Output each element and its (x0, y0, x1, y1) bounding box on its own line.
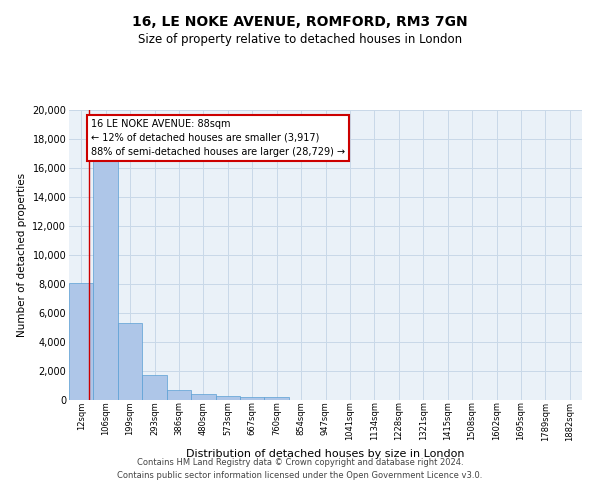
Bar (142, 374, 167, 400)
Text: Contains HM Land Registry data © Crown copyright and database right 2024.: Contains HM Land Registry data © Crown c… (137, 458, 463, 467)
Bar (94, 161, 118, 400)
Bar (69, 282, 94, 400)
Bar (191, 394, 215, 400)
Bar (215, 396, 240, 400)
Text: 16 LE NOKE AVENUE: 88sqm
← 12% of detached houses are smaller (3,917)
88% of sem: 16 LE NOKE AVENUE: 88sqm ← 12% of detach… (91, 118, 345, 156)
X-axis label: Distribution of detached houses by size in London: Distribution of detached houses by size … (186, 449, 465, 459)
Text: Contains public sector information licensed under the Open Government Licence v3: Contains public sector information licen… (118, 470, 482, 480)
Text: Size of property relative to detached houses in London: Size of property relative to detached ho… (138, 34, 462, 46)
Bar (167, 390, 191, 400)
Bar (265, 397, 289, 400)
Bar (240, 397, 265, 400)
Y-axis label: Number of detached properties: Number of detached properties (17, 173, 27, 337)
Bar (118, 323, 142, 400)
Text: 16, LE NOKE AVENUE, ROMFORD, RM3 7GN: 16, LE NOKE AVENUE, ROMFORD, RM3 7GN (132, 16, 468, 30)
